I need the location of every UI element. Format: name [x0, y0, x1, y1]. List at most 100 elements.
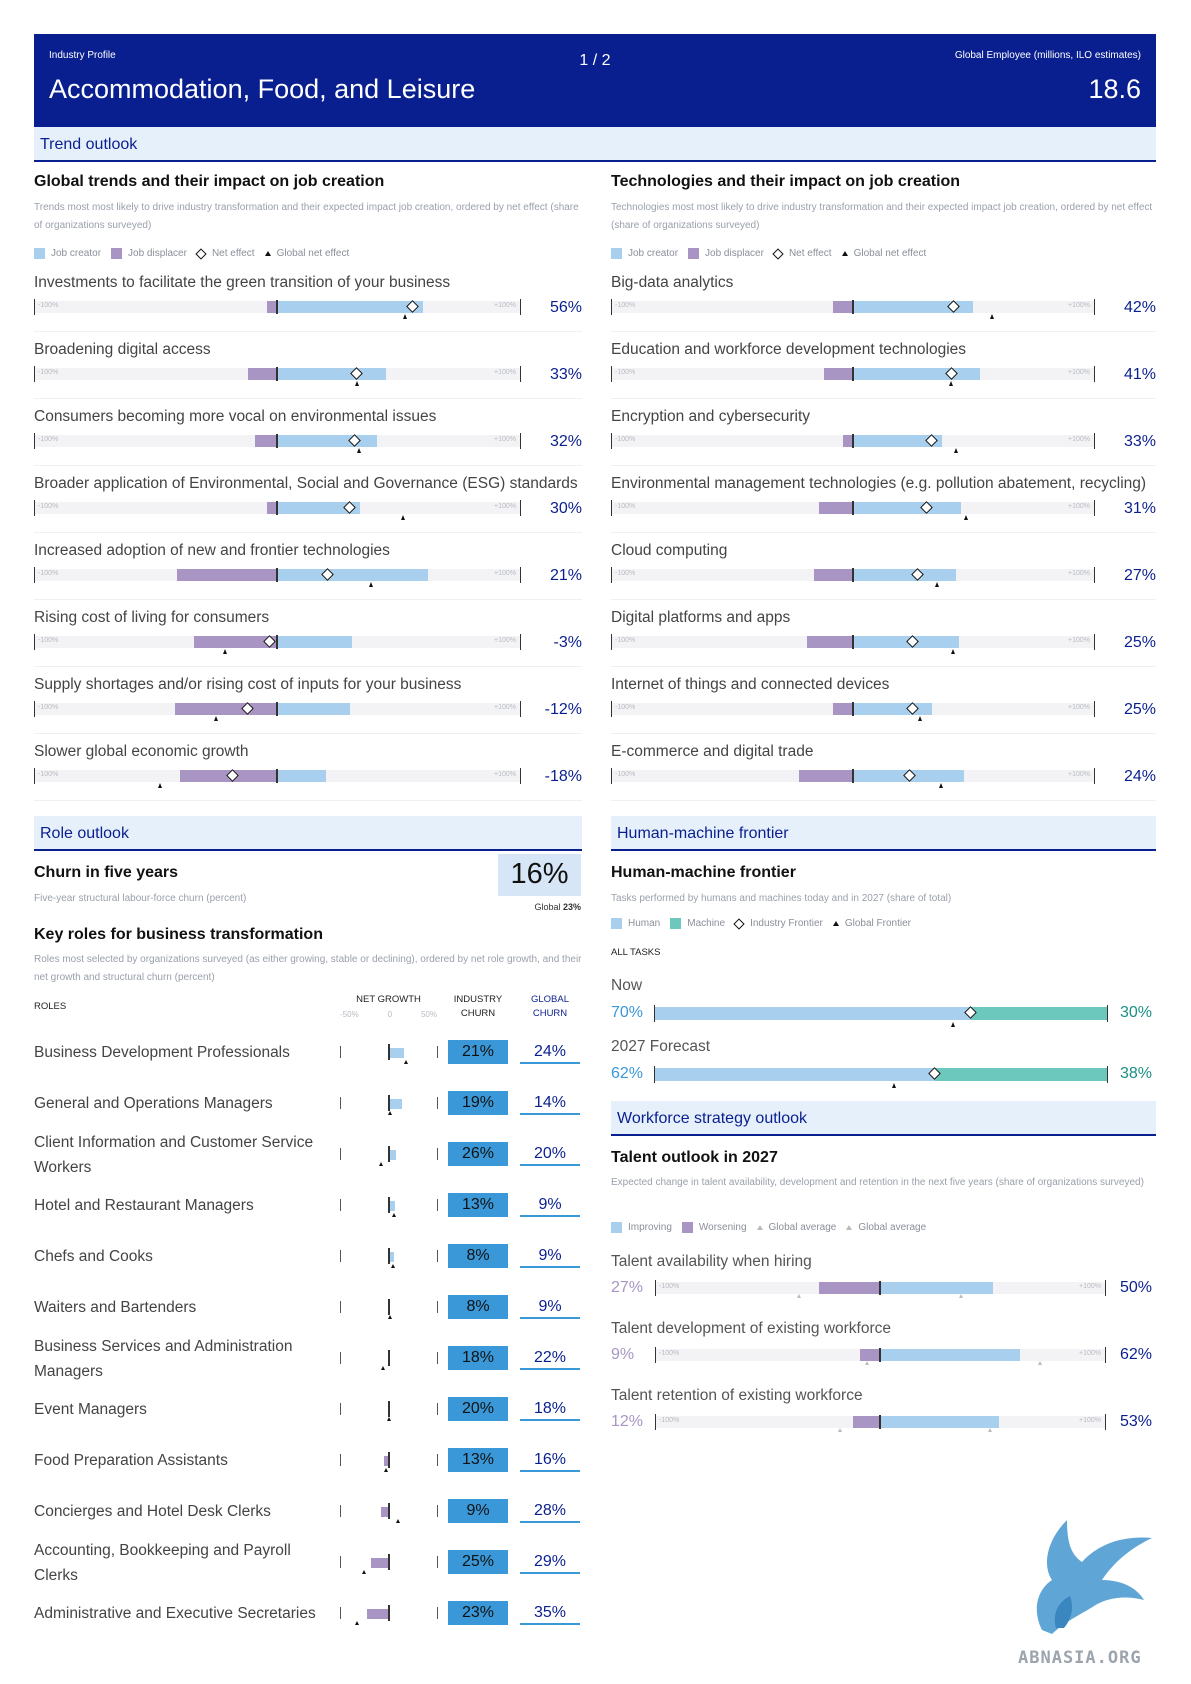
- global-trends-legend: Job creator Job displacer Net effect Glo…: [34, 247, 349, 260]
- tick-right: [1094, 433, 1095, 449]
- churn-global: Global 23%: [500, 902, 581, 912]
- worsening-value: 9%: [611, 1346, 635, 1363]
- role-name-text: Business Services and Administration Man…: [34, 1337, 293, 1380]
- job-displacer-bar: [842, 435, 853, 447]
- talent-track: -100% +100%: [655, 1280, 1106, 1298]
- global-churn: 24%: [520, 1040, 580, 1064]
- improving-bar: [880, 1416, 1000, 1428]
- growth-zero: [388, 1452, 390, 1468]
- zero-line: [851, 769, 854, 783]
- global-net-marker: [953, 448, 958, 453]
- impact-row: Digital platforms and apps -100% +100% 25%: [611, 605, 1156, 667]
- growth-bar: [380, 1507, 389, 1517]
- net-effect-value: -12%: [544, 701, 582, 718]
- zero-line: [276, 367, 278, 381]
- impact-label: Broader application of Environmental, So…: [34, 475, 578, 492]
- net-growth-bar: [340, 1452, 438, 1472]
- global-churn: 18%: [520, 1397, 580, 1421]
- industry-churn: 23%: [448, 1601, 508, 1625]
- industry-churn: 8%: [448, 1295, 508, 1319]
- job-creator-bar: [852, 636, 959, 648]
- talent-legend: Improving Worsening Global average Globa…: [611, 1222, 926, 1233]
- tick-right: [1105, 1280, 1106, 1296]
- table-row: Client Information and Customer Service …: [34, 1129, 582, 1180]
- tick-left: [611, 701, 612, 717]
- impact-label: E-commerce and digital trade: [611, 743, 814, 760]
- global-worsening-marker: [864, 1361, 869, 1365]
- job-displacer-bar: [833, 301, 853, 313]
- industry-churn: 25%: [448, 1550, 508, 1574]
- global-trends-title: Global trends and their impact on job cr…: [34, 173, 385, 190]
- tick-label-max: +100%: [1068, 570, 1090, 577]
- technologies-desc: Technologies most most likely to drive i…: [611, 202, 1153, 231]
- role-name-text: Administrative and Executive Secretaries: [34, 1605, 316, 1622]
- tick-right: [1105, 1414, 1106, 1430]
- net-effect-value: 56%: [549, 299, 582, 316]
- section-band-human-machine: Human-machine frontier: [611, 816, 1156, 851]
- global-worsening-marker: [837, 1428, 842, 1432]
- tick-label-max: +100%: [1068, 369, 1090, 376]
- tick-left: [34, 366, 35, 382]
- job-creator-bar: [277, 770, 326, 782]
- global-net-marker: [934, 582, 939, 587]
- machine-share: 38%: [1119, 1065, 1152, 1082]
- growth-edge-right: [437, 1046, 438, 1058]
- role-name-text: Food Preparation Assistants: [34, 1452, 228, 1469]
- key-roles-title: Key roles for business transformation: [34, 926, 323, 943]
- job-creator-swatch: [611, 248, 622, 259]
- table-row: Concierges and Hotel Desk Clerks 9% 28%: [34, 1486, 582, 1537]
- impact-label: Rising cost of living for consumers: [34, 609, 270, 626]
- tick-right: [520, 567, 521, 583]
- tick-left: [34, 567, 35, 583]
- table-row: Event Managers 20% 18%: [34, 1384, 582, 1435]
- job-displacer-bar: [174, 703, 277, 715]
- impact-label: Big-data analytics: [611, 274, 734, 291]
- tick-right: [520, 366, 521, 382]
- legend-worsening: Worsening: [698, 1222, 747, 1233]
- all-tasks-label: ALL TASKS: [611, 947, 661, 958]
- global-net-marker: [354, 381, 359, 386]
- zero-line: [851, 434, 854, 448]
- impact-label: Environmental management technologies (e…: [611, 475, 1147, 492]
- tick-left: [34, 768, 35, 784]
- churn-title: Churn in five years: [34, 864, 179, 881]
- impact-label: Supply shortages and/or rising cost of i…: [34, 676, 462, 693]
- frontier-edge-right: [1107, 1066, 1108, 1083]
- global-net-marker: [963, 515, 968, 520]
- frontier-label: Now: [611, 977, 643, 994]
- impact-label: Consumers becoming more vocal on environ…: [34, 408, 437, 425]
- worsening-swatch: [681, 1222, 693, 1233]
- talent-label: Talent retention of existing workforce: [611, 1387, 863, 1404]
- impact-row: Rising cost of living for consumers -100%…: [34, 605, 582, 667]
- frontier-label: 2027 Forecast: [611, 1038, 711, 1055]
- tick-right: [1094, 299, 1095, 315]
- page-indicator[interactable]: 1 / 2: [579, 52, 611, 69]
- zero-line: [276, 434, 278, 448]
- role-name-text: Event Managers: [34, 1401, 147, 1418]
- global-churn: 29%: [520, 1550, 580, 1574]
- tick-right: [1094, 634, 1095, 650]
- tick-left: [611, 567, 612, 583]
- tick-label-min: -100%: [38, 302, 59, 309]
- job-displacer-bar: [267, 301, 277, 313]
- table-row: General and Operations Managers 19% 14%: [34, 1078, 582, 1129]
- improving-value: 53%: [1119, 1413, 1152, 1430]
- tick-label-max: +100%: [494, 570, 516, 577]
- tick-left: [655, 1280, 656, 1296]
- tick-label-max: +100%: [494, 637, 516, 644]
- talent-outlook-desc: Expected change in talent availability, …: [611, 1177, 1144, 1188]
- global-growth-marker: [383, 1468, 388, 1472]
- impact-track: -100% +100%: [34, 768, 521, 788]
- global-growth-marker: [378, 1162, 383, 1166]
- machine-share: 30%: [1119, 1004, 1152, 1021]
- human-share: 70%: [611, 1004, 644, 1021]
- growth-bar: [388, 1201, 396, 1211]
- legend-global-a: Global average: [768, 1222, 837, 1233]
- worsening-value: 12%: [611, 1413, 644, 1430]
- impact-track: -100% +100%: [611, 634, 1095, 654]
- talent-track: -100% +100%: [655, 1414, 1106, 1432]
- job-creator-bar: [852, 569, 957, 581]
- global-growth-marker: [396, 1519, 401, 1523]
- legend-displacer: Job displacer: [705, 248, 764, 259]
- page-title: Accommodation, Food, and Leisure: [49, 74, 476, 104]
